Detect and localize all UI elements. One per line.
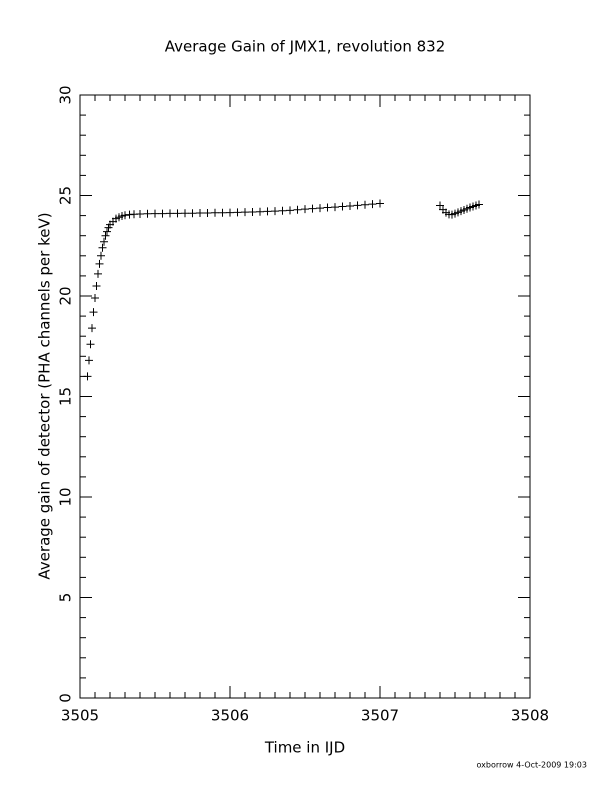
- data-point: [353, 201, 362, 210]
- data-point: [211, 208, 219, 217]
- data-point: [301, 205, 309, 214]
- data-point: [248, 207, 257, 216]
- data-point: [376, 199, 384, 208]
- data-point: [86, 340, 95, 349]
- data-point: [181, 209, 189, 218]
- chart-title: Average Gain of JMX1, revolution 832: [165, 38, 446, 56]
- data-point: [91, 294, 99, 303]
- data-point: [233, 208, 242, 217]
- data-point: [88, 324, 96, 333]
- data-point: [151, 209, 159, 218]
- data-point: [323, 203, 332, 212]
- data-point: [278, 206, 287, 215]
- x-tick-label: 3508: [511, 707, 549, 725]
- data-point: [103, 227, 111, 236]
- data-point: [95, 259, 104, 268]
- data-point: [196, 208, 204, 217]
- y-tick-label: 5: [57, 593, 75, 603]
- data-point: [136, 209, 144, 218]
- x-tick-label: 3507: [361, 707, 399, 725]
- data-point: [308, 204, 317, 213]
- data-point: [293, 205, 302, 214]
- x-axis-label: Time in IJD: [264, 739, 345, 757]
- data-point: [218, 208, 227, 217]
- data-point: [316, 204, 324, 213]
- y-tick-label: 20: [57, 286, 75, 305]
- data-point: [286, 206, 294, 215]
- data-point: [89, 308, 98, 317]
- data-point: [101, 231, 110, 240]
- y-tick-label: 25: [57, 186, 75, 205]
- data-point: [475, 200, 483, 209]
- data-point: [85, 356, 93, 365]
- y-tick-label: 0: [57, 693, 75, 703]
- data-point: [121, 211, 129, 220]
- data-point: [226, 208, 234, 217]
- plot-frame: [79, 94, 531, 699]
- data-point: [368, 200, 377, 209]
- y-tick-label: 15: [57, 387, 75, 406]
- data-point: [97, 251, 105, 260]
- data-point: [436, 201, 444, 210]
- data-point: [83, 372, 92, 381]
- data-point: [271, 207, 279, 216]
- data-point: [346, 201, 354, 210]
- data-point: [166, 209, 174, 218]
- data-point: [203, 208, 212, 217]
- data-point: [338, 202, 347, 211]
- x-tick-label: 3505: [61, 707, 99, 725]
- data-point: [188, 209, 197, 218]
- y-axis-label: Average gain of detector (PHA channels p…: [36, 212, 54, 579]
- data-point: [173, 209, 182, 218]
- y-tick-label: 10: [57, 487, 75, 506]
- data-point: [98, 243, 107, 252]
- data-point: [92, 281, 101, 290]
- data-point: [263, 207, 272, 216]
- x-tick-label: 3506: [211, 707, 249, 725]
- data-point: [331, 203, 339, 212]
- y-tick-label: 30: [57, 85, 75, 104]
- footer: oxborrow 4-Oct-2009 19:03: [477, 761, 587, 770]
- data-point: [361, 200, 369, 209]
- data-point: [143, 209, 152, 218]
- data-point: [158, 209, 167, 218]
- data-point: [100, 237, 108, 246]
- data-point: [256, 207, 264, 216]
- data-point: [241, 208, 249, 217]
- data-point: [94, 269, 102, 278]
